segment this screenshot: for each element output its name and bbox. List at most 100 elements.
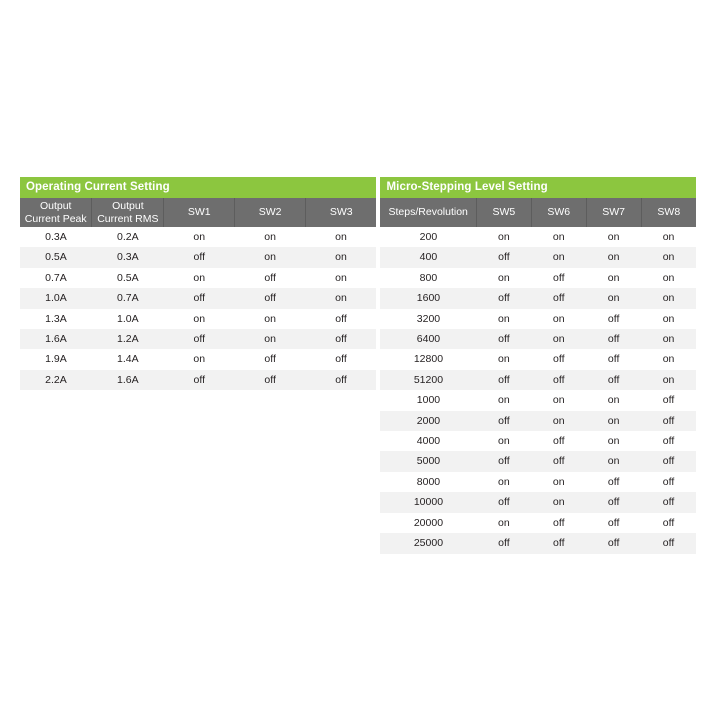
table-cell: on	[586, 410, 642, 432]
table-cell: off	[163, 288, 235, 309]
table-cell: on	[531, 390, 587, 411]
table-cell: on	[305, 227, 377, 248]
table-cell: 1600	[380, 288, 477, 309]
table-row: 20000 on off off off	[380, 512, 696, 534]
table-cell: 0.5A	[91, 267, 164, 289]
table-cell: 0.3A	[20, 227, 92, 248]
table-cell: off	[531, 369, 587, 391]
table-cell: on	[586, 267, 642, 289]
table-cell: on	[641, 369, 696, 391]
table-cell: off	[531, 349, 587, 370]
operating-current-setting-title: Operating Current Setting	[20, 177, 377, 198]
table-cell: off	[476, 533, 532, 554]
table-cell: off	[586, 369, 642, 391]
table-cell: on	[163, 308, 235, 330]
table-cell: off	[476, 329, 532, 350]
table-row: 5000 off off on off	[380, 451, 696, 472]
table-cell: on	[305, 267, 377, 289]
table-row: 400 off on on on	[380, 247, 696, 268]
table-cell: off	[305, 329, 377, 350]
table-cell: on	[531, 329, 587, 350]
table-cell: 0.7A	[91, 288, 164, 309]
table-cell: on	[476, 308, 532, 330]
table-row: 6400 off on off on	[380, 329, 696, 350]
table-cell: on	[234, 227, 306, 248]
table-cell: off	[163, 247, 235, 268]
table-cell: 0.3A	[91, 247, 164, 268]
table-cell: 12800	[380, 349, 477, 370]
table-cell: off	[234, 288, 306, 309]
table-row: 4000 on off on off	[380, 431, 696, 452]
operating-current-setting-tbody: 0.3A 0.2A on on on 0.5A 0.3A off on on 0.7A 0.5A on o…	[20, 227, 377, 391]
table-cell: 20000	[380, 512, 477, 534]
table-cell: on	[476, 390, 532, 411]
table-cell: off	[586, 349, 642, 370]
table-cell: on	[531, 410, 587, 432]
table-cell: off	[305, 369, 377, 391]
micro-stepping-level-setting-tbody: 200 on on on on 400 off on on on 800 on off on on 1600 o…	[380, 227, 696, 554]
settings-tables-container: Operating Current Setting Output Current…	[20, 177, 696, 554]
table-cell: on	[305, 288, 377, 309]
table-row: 2.2A 1.6A off off off	[20, 369, 377, 391]
operating-current-setting-thead: Operating Current Setting Output Current…	[20, 177, 377, 227]
table-row: 1.3A 1.0A on on off	[20, 308, 377, 330]
table-cell: off	[641, 390, 696, 411]
table-cell: off	[531, 431, 587, 452]
table-cell: on	[586, 390, 642, 411]
table-cell: 1.0A	[91, 308, 164, 330]
table-cell: 400	[380, 247, 477, 268]
table-cell: 1.4A	[91, 349, 164, 370]
table-cell: on	[476, 349, 532, 370]
table-row: 800 on off on on	[380, 267, 696, 289]
table-row: 200 on on on on	[380, 227, 696, 248]
table-cell: on	[476, 512, 532, 534]
column-header-line-2: Current RMS	[97, 212, 159, 225]
table-cell: off	[641, 533, 696, 554]
table-cell: on	[531, 308, 587, 330]
table-cell: on	[586, 431, 642, 452]
table-row: 8000 on on off off	[380, 471, 696, 493]
table-cell: on	[531, 492, 587, 513]
table-cell: 25000	[380, 533, 477, 554]
table-cell: off	[476, 410, 532, 432]
column-header-output-current-peak: Output Current Peak	[20, 198, 93, 227]
table-cell: off	[641, 431, 696, 452]
table-cell: 1.6A	[91, 369, 164, 391]
table-cell: off	[305, 349, 377, 370]
table-cell: off	[586, 533, 642, 554]
table-cell: on	[531, 471, 587, 493]
table-cell: off	[234, 349, 306, 370]
table-cell: off	[476, 288, 532, 309]
table-cell: on	[476, 267, 532, 289]
column-header-line-1: Output	[39, 199, 72, 212]
table-row: 1.6A 1.2A off on off	[20, 329, 377, 350]
table-cell: 51200	[380, 369, 477, 391]
table-cell: on	[586, 451, 642, 472]
table-row: 2000 off on on off	[380, 410, 696, 432]
table-row: 3200 on on off on	[380, 308, 696, 330]
table-cell: off	[476, 247, 532, 268]
table-cell: off	[641, 512, 696, 534]
table-cell: on	[641, 288, 696, 309]
table-cell: off	[531, 512, 587, 534]
micro-stepping-level-setting-title-row: Micro-Stepping Level Setting	[380, 177, 696, 198]
table-cell: on	[641, 349, 696, 370]
table-cell: 0.7A	[20, 267, 92, 289]
table-cell: 0.2A	[91, 227, 164, 248]
table-cell: 6400	[380, 329, 477, 350]
table-cell: on	[641, 227, 696, 248]
table-row: 0.5A 0.3A off on on	[20, 247, 377, 268]
table-cell: off	[641, 471, 696, 493]
table-cell: 1.6A	[20, 329, 92, 350]
table-cell: on	[641, 329, 696, 350]
table-cell: on	[476, 471, 532, 493]
table-cell: on	[234, 329, 306, 350]
table-cell: off	[641, 410, 696, 432]
column-header-steps-per-revolution: Steps/Revolution	[380, 198, 477, 227]
table-cell: on	[641, 267, 696, 289]
table-cell: 1.0A	[20, 288, 92, 309]
table-cell: 1.2A	[91, 329, 164, 350]
column-header-sw8: SW8	[640, 198, 696, 227]
table-cell: 8000	[380, 471, 477, 493]
table-row: 1000 on on on off	[380, 390, 696, 411]
